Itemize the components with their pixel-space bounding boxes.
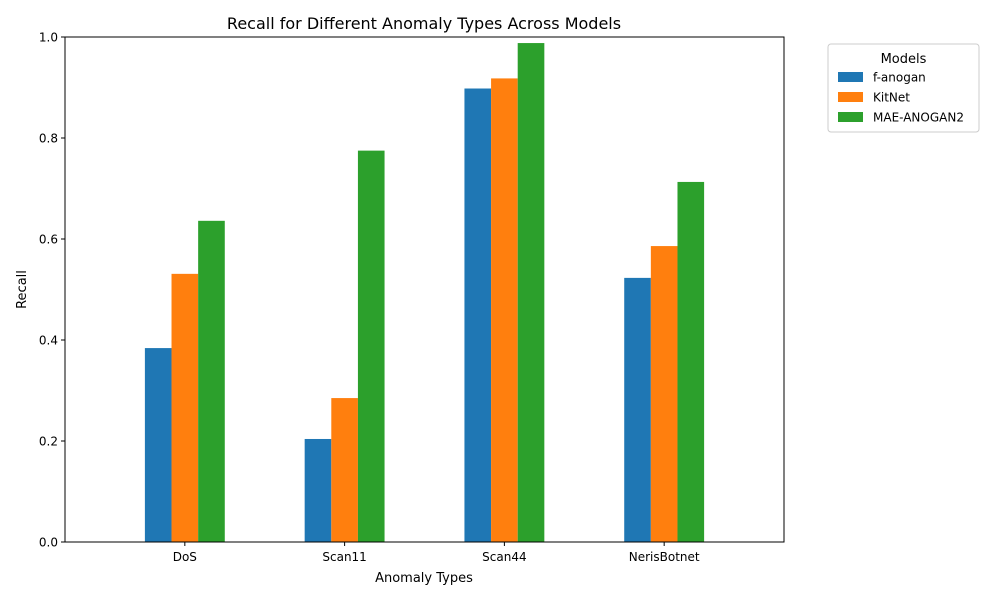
bar-f-anogan-scan11 xyxy=(304,438,332,542)
y-tick-label: 0.4 xyxy=(39,334,58,348)
legend: Models f-anogan KitNet MAE-ANOGAN2 xyxy=(827,43,980,133)
bar-kitnet-dos xyxy=(171,273,199,542)
y-tick-label: 0.8 xyxy=(39,132,58,146)
x-axis: DoS Scan11 Scan44 NerisBotnet xyxy=(173,542,700,564)
y-tick-label: 0.0 xyxy=(39,536,58,550)
bar-mae-anogan2-dos xyxy=(198,220,225,542)
bar-mae-anogan2-nerisbotnet xyxy=(677,181,705,542)
bar-mae-anogan2-scan11 xyxy=(357,150,385,542)
bar-kitnet-scan44 xyxy=(491,78,518,542)
bar-kitnet-nerisbotnet xyxy=(650,246,678,542)
bars-layer xyxy=(144,43,705,543)
legend-swatch-kitnet xyxy=(838,92,863,102)
bar-f-anogan-dos xyxy=(144,348,172,542)
legend-label-mae-anogan2: MAE-ANOGAN2 xyxy=(873,111,964,125)
bar-f-anogan-scan44 xyxy=(464,88,492,542)
y-tick-label: 0.2 xyxy=(39,435,58,449)
legend-label-kitnet: KitNet xyxy=(873,91,910,105)
x-axis-label: Anomaly Types xyxy=(375,571,473,586)
chart-title: Recall for Different Anomaly Types Acros… xyxy=(227,14,621,33)
x-tick-label-dos: DoS xyxy=(173,550,197,564)
bar-f-anogan-nerisbotnet xyxy=(624,277,651,542)
legend-title: Models xyxy=(881,52,927,67)
legend-label-f-anogan: f-anogan xyxy=(873,71,926,85)
y-tick-label: 0.6 xyxy=(39,233,58,247)
x-tick-label-nerisbotnet: NerisBotnet xyxy=(629,550,700,564)
x-tick-label-scan11: Scan11 xyxy=(322,550,366,564)
plot-frame xyxy=(64,36,785,543)
legend-swatch-f-anogan xyxy=(838,72,863,82)
bar-kitnet-scan11 xyxy=(331,398,358,542)
legend-box xyxy=(827,43,980,133)
x-tick-label-scan44: Scan44 xyxy=(482,550,526,564)
y-axis-label: Recall xyxy=(15,270,30,309)
bar-mae-anogan2-scan44 xyxy=(517,43,545,543)
legend-swatch-mae-anogan2 xyxy=(838,112,863,122)
y-axis: 0.0 0.2 0.4 0.6 0.8 1.0 xyxy=(39,31,65,550)
y-tick-label: 1.0 xyxy=(39,31,58,45)
